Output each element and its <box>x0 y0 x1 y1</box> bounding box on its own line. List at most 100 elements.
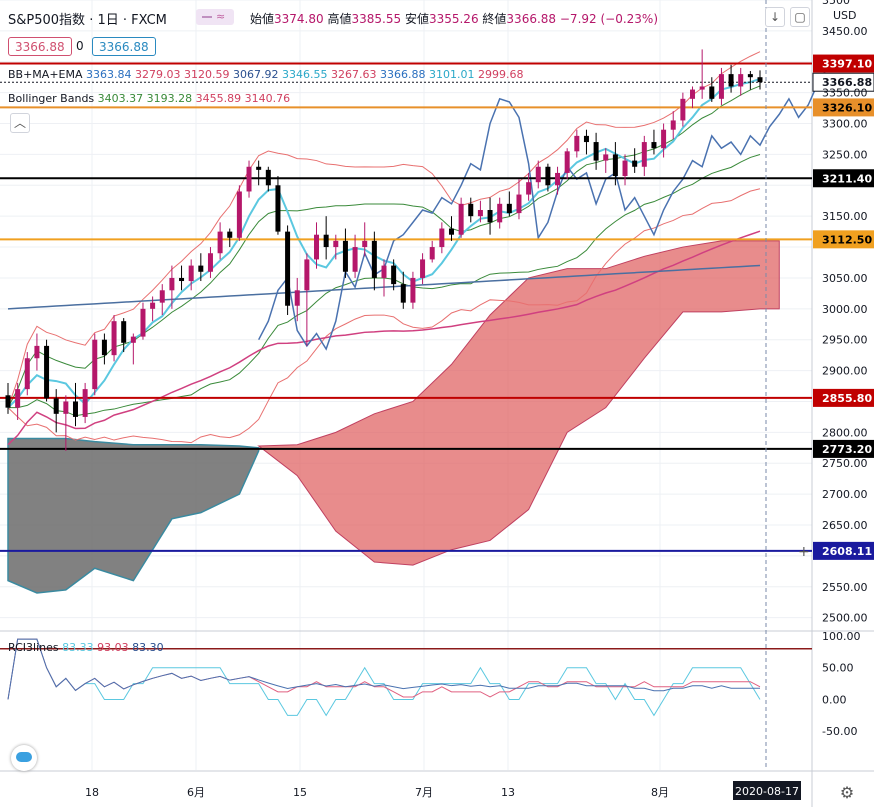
fullscreen-button[interactable]: ▢ <box>790 7 810 27</box>
candle-body <box>468 203 474 217</box>
candle-body <box>333 240 339 248</box>
plus-icon: + <box>798 544 810 560</box>
candle-body <box>728 74 734 87</box>
level-label-bg <box>813 54 874 73</box>
y-tick-label: 2750.00 <box>822 457 868 470</box>
candle-body <box>497 203 503 223</box>
candle-body <box>304 259 310 291</box>
level-label-text: 3326.10 <box>822 101 872 114</box>
candle-body <box>294 290 300 306</box>
candle-body <box>34 345 40 359</box>
bbma-v6: 3366.88 <box>380 68 426 81</box>
bbma-v4: 3346.55 <box>282 68 328 81</box>
bb-v2: 3455.89 <box>195 92 242 105</box>
visibility-toggle[interactable]: ≈ <box>196 9 234 25</box>
collapse-legend-button[interactable]: ︿ <box>10 113 30 133</box>
rci-name: RCI3lines <box>8 641 59 654</box>
candle-body <box>574 135 580 152</box>
tradingview-logo[interactable] <box>11 745 37 771</box>
rci-v1: 93.03 <box>97 641 129 654</box>
candle-body <box>506 203 512 214</box>
candle-body <box>709 86 715 99</box>
candle-body <box>410 277 416 303</box>
x-tick-label: 6月 <box>187 786 205 799</box>
y-tick-label: 2950.00 <box>822 334 868 347</box>
sell-price: 3366.88 <box>15 40 65 54</box>
bbma-v2: 3120.59 <box>184 68 230 81</box>
y-tick-label: 3500 <box>822 0 850 7</box>
settings-button[interactable]: ⚙ <box>838 784 856 802</box>
y-tick-label: 3300.00 <box>822 118 868 131</box>
source-label: FXCM <box>131 13 167 28</box>
level-label-text: 3211.40 <box>822 172 872 185</box>
bb-v3: 3140.76 <box>244 92 291 105</box>
y-tick-label: 2700.00 <box>822 488 868 501</box>
candle-body <box>53 398 59 414</box>
candle-body <box>670 120 676 130</box>
candle-body <box>420 259 426 278</box>
rci-short-line <box>7 638 761 717</box>
level-label-bg <box>813 439 874 458</box>
level-label-bg <box>813 388 874 407</box>
candle-body <box>680 98 686 121</box>
candle-body <box>246 166 252 192</box>
candle-body <box>256 166 262 170</box>
ichimoku-cloud <box>7 240 780 594</box>
square-icon: ▢ <box>794 10 806 24</box>
eye-icon <box>202 16 212 18</box>
symbol-title[interactable]: S&P500指数 · 1日 · FXCM <box>8 9 167 28</box>
high-label: 高値 <box>327 12 352 26</box>
scroll-down-button[interactable]: ↓ <box>765 7 785 27</box>
gray-cloud-area <box>7 437 260 594</box>
candle-body <box>391 265 397 285</box>
wave-icon: ≈ <box>216 10 226 23</box>
rci-long-line <box>7 638 760 700</box>
candle-body <box>439 228 445 248</box>
close-value: 3366.88 <box>506 12 557 26</box>
rci-legend[interactable]: RCI3lines 83.33 93.03 83.30 <box>8 641 164 654</box>
buy-button[interactable]: 3366.88 <box>92 37 156 56</box>
bollinger-upper-2 <box>7 51 761 408</box>
candle-body <box>690 89 696 99</box>
bb-v1: 3193.28 <box>146 92 193 105</box>
price-axis: 3397.10 3326.10 3211.40 3112.50 2855.80 2773.… <box>765 0 874 770</box>
gear-icon: ⚙ <box>839 783 855 802</box>
x-tick-label: 18 <box>85 786 99 799</box>
candle-body <box>130 336 136 343</box>
candle-body <box>362 240 368 248</box>
candle-body <box>747 74 753 78</box>
candle-body <box>545 166 551 186</box>
candle-body <box>487 210 493 223</box>
candle-body <box>150 302 156 309</box>
bbma-v1: 3279.03 <box>135 68 181 81</box>
rci-v0: 83.33 <box>62 641 94 654</box>
low-label: 安値 <box>404 12 429 26</box>
bbma-legend[interactable]: BB+MA+EMA 3363.84 3279.03 3120.59 3067.9… <box>8 68 524 81</box>
rci-y-tick: -50.00 <box>822 725 857 738</box>
cloud-logo-icon <box>16 752 32 762</box>
sell-button[interactable]: 3366.88 <box>8 37 72 56</box>
y-tick-label: 3150.00 <box>822 210 868 223</box>
y-tick-label: 2800.00 <box>822 426 868 439</box>
bb-v0: 3403.37 <box>97 92 144 105</box>
bollinger-lower-2 <box>7 188 761 444</box>
change-value: −7.92 (−0.23%) <box>559 12 659 26</box>
y-tick-label: 2900.00 <box>822 365 868 378</box>
candle-body <box>140 308 146 337</box>
candle-body <box>44 345 50 399</box>
buy-price: 3366.88 <box>99 40 149 54</box>
interval-label: 1日 <box>97 13 119 28</box>
candle-body <box>63 401 69 414</box>
candle-body <box>632 160 638 167</box>
level-label-bg <box>813 230 874 249</box>
low-value: 3355.26 <box>428 12 479 26</box>
candle-body <box>101 339 107 356</box>
time-axis: 18 6月 15 7月 13 8月 2020-08-17 <box>85 781 801 800</box>
bollinger-legend[interactable]: Bollinger Bands 3403.37 3193.28 3455.89 … <box>8 92 290 105</box>
high-value: 3385.55 <box>351 12 402 26</box>
bbma-v7: 3101.01 <box>429 68 475 81</box>
candle-body <box>593 142 599 161</box>
candle-body <box>342 240 348 272</box>
date-label: 2020-08-17 <box>735 785 799 798</box>
